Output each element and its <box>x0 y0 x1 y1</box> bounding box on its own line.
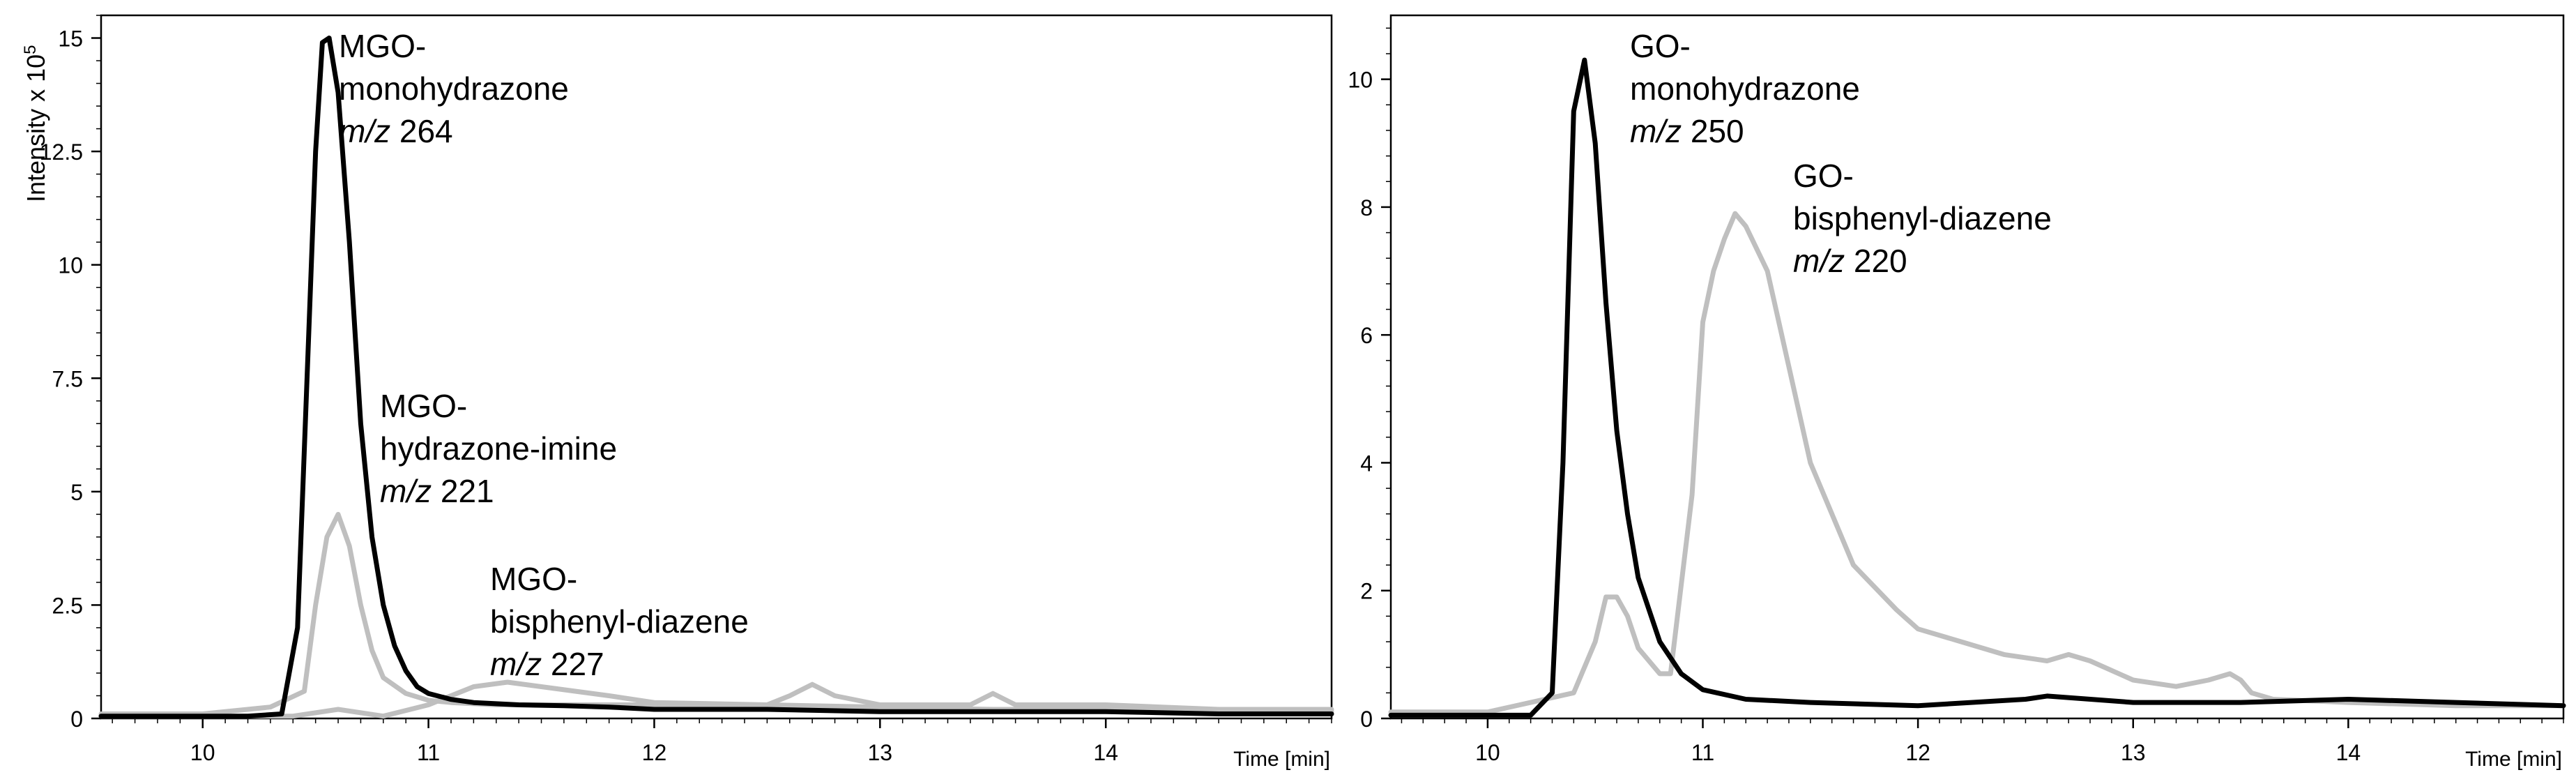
annotation-mz-prefix: m/z <box>339 113 391 149</box>
annotation-name: MGO- <box>339 28 427 64</box>
annotation-mgo-hydrazone-imine: MGO- hydrazone-imine m/z 221 <box>380 385 617 513</box>
x-tick-label: 13 <box>867 740 892 765</box>
annotation-mz: 264 <box>399 113 453 149</box>
annotation-compound: hydrazone-imine <box>380 430 618 467</box>
annotation-compound: bisphenyl-diazene <box>1793 200 2052 236</box>
annotation-compound: monohydrazone <box>339 70 569 107</box>
plot-frame <box>100 14 1333 720</box>
y-tick-label: 8 <box>1360 195 1373 220</box>
series-line-0 <box>98 36 1334 719</box>
annotation-name: GO- <box>1793 158 1854 194</box>
annotation-mgo-monohydrazone: MGO- monohydrazone m/z 264 <box>339 25 569 153</box>
x-tick-label: 11 <box>417 740 440 765</box>
x-tick-label: 14 <box>1093 740 1118 765</box>
annotation-mz-prefix: m/z <box>1630 113 1682 149</box>
y-axis-label: Intensity x 105 <box>21 45 51 202</box>
y-tick-label: 10 <box>58 253 83 278</box>
annotation-mz: 221 <box>440 473 494 509</box>
right-chart-panel: 10 11 12 13 14 Time [min] 0 2 4 6 8 10 GO- monohydr… <box>1348 0 2576 784</box>
x-tick-label: 10 <box>1475 740 1500 765</box>
x-tick-label: 12 <box>1905 740 1930 765</box>
y-axis-label-text: Intensity x 10 <box>22 54 50 202</box>
y-tick-label: 5 <box>70 480 83 505</box>
x-tick-label: 12 <box>642 740 667 765</box>
annotation-mz: 250 <box>1690 113 1744 149</box>
annotation-mz: 220 <box>1853 243 1907 279</box>
left-chart-svg: 10 11 12 13 14 Time [min] 0 2.5 5 7.5 10 12.5 15 <box>40 14 1334 771</box>
series-line-1 <box>1388 211 2566 715</box>
y-tick-label: 2 <box>1360 579 1373 604</box>
right-chart-svg: 10 11 12 13 14 Time [min] 0 2 4 6 8 10 <box>1348 14 2566 771</box>
x-tick-label: 13 <box>2121 740 2146 765</box>
x-axis-label: Time [min] <box>2465 748 2562 771</box>
series-line-0 <box>1388 57 2566 718</box>
x-tick-label: 10 <box>190 740 215 765</box>
annotation-compound: monohydrazone <box>1630 70 1860 107</box>
y-tick-label: 12.5 <box>40 140 83 165</box>
annotation-name: GO- <box>1630 28 1691 64</box>
y-tick-label: 2.5 <box>52 593 83 618</box>
y-tick-label: 15 <box>58 27 83 52</box>
annotation-compound: bisphenyl-diazene <box>490 603 749 640</box>
y-tick-label: 7.5 <box>52 366 83 391</box>
y-tick-label: 0 <box>70 707 83 732</box>
annotation-mz: 227 <box>550 646 604 682</box>
x-tick-label: 11 <box>1691 740 1714 765</box>
annotation-mz-prefix: m/z <box>1793 243 1845 279</box>
annotation-go-bisphenyl-diazene: GO- bisphenyl-diazene m/z 220 <box>1793 155 2052 282</box>
plot-frame <box>1389 14 2565 720</box>
annotation-mgo-bisphenyl-diazene: MGO- bisphenyl-diazene m/z 227 <box>490 558 749 686</box>
x-tick-label: 14 <box>2336 740 2361 765</box>
y-tick-label: 0 <box>1360 707 1373 732</box>
y-axis-label-exponent: 5 <box>21 45 40 54</box>
annotation-name: MGO- <box>490 561 578 597</box>
annotation-mz-prefix: m/z <box>490 646 542 682</box>
y-tick-label: 10 <box>1348 68 1373 93</box>
left-chart-panel: 10 11 12 13 14 Time [min] 0 2.5 5 7.5 10 12.5 15 Int… <box>21 14 1334 771</box>
x-axis-label: Time [min] <box>1233 748 1330 771</box>
annotation-name: MGO- <box>380 388 468 424</box>
annotation-mz-prefix: m/z <box>380 473 432 509</box>
y-tick-label: 6 <box>1360 323 1373 348</box>
annotation-go-monohydrazone: GO- monohydrazone m/z 250 <box>1630 25 1860 153</box>
y-tick-label: 4 <box>1360 451 1373 476</box>
